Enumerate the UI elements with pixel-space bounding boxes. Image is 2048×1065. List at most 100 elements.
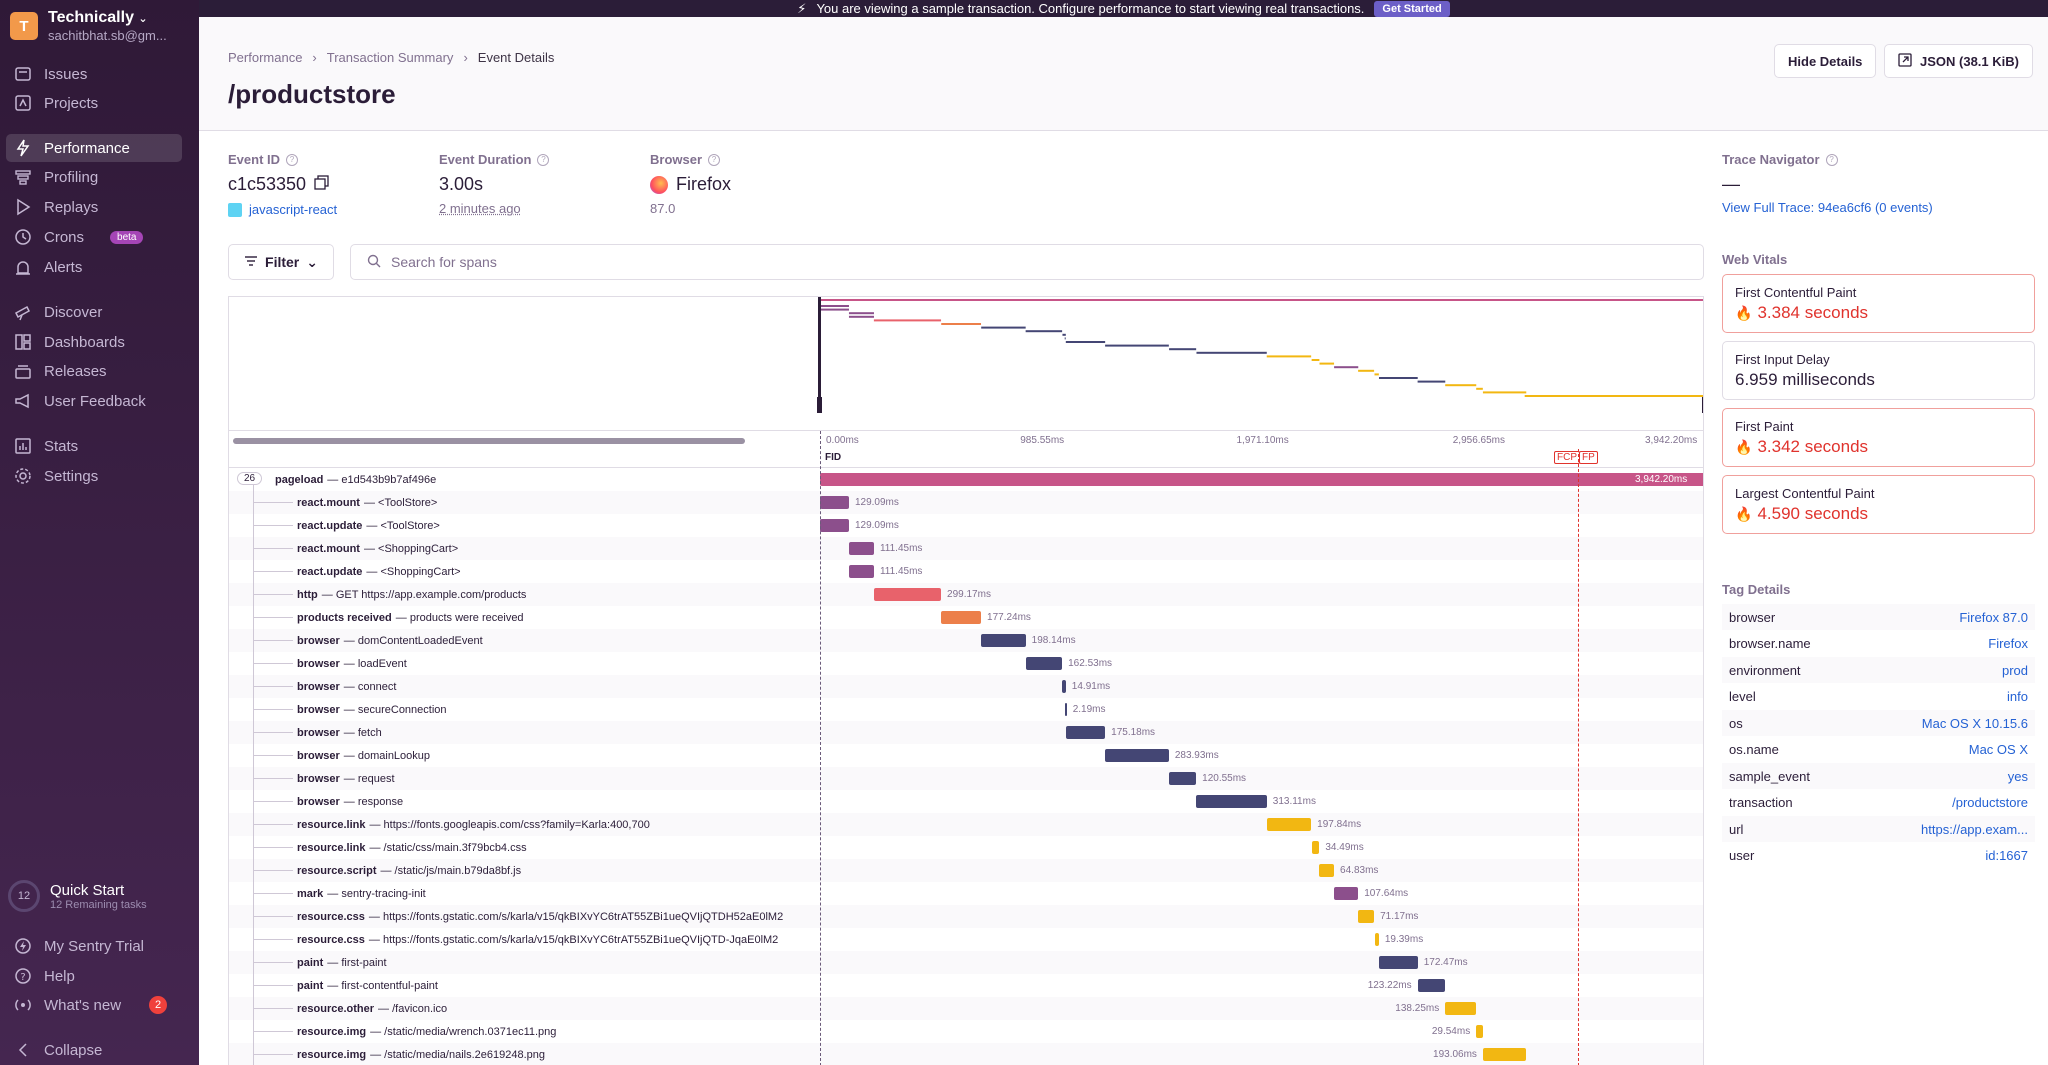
tag-value[interactable]: yes	[2007, 768, 2028, 784]
platform-link[interactable]: javascript-react	[228, 202, 337, 217]
span-bar[interactable]	[1378, 956, 1418, 969]
span-row[interactable]: resource.img — /static/media/wrench.0371e…	[229, 1020, 1703, 1043]
web-vital-card[interactable]: First Input Delay 6.959 milliseconds	[1722, 341, 2035, 400]
get-started-button[interactable]: Get Started	[1374, 0, 1450, 17]
help-icon[interactable]: ?	[286, 153, 299, 166]
sidebar-item-performance[interactable]: Performance	[6, 134, 182, 162]
span-row[interactable]: browser — domContentLoadedEvent 198.14ms	[229, 629, 1703, 652]
span-bar[interactable]	[1025, 657, 1063, 670]
span-row[interactable]: browser — secureConnection 2.19ms	[229, 698, 1703, 721]
help-icon[interactable]: ?	[708, 153, 721, 166]
span-bar[interactable]	[1169, 772, 1197, 785]
span-row[interactable]: resource.css — https://fonts.gstatic.com/…	[229, 928, 1703, 951]
span-row[interactable]: resource.img — /static/media/nails.2e6192…	[229, 1043, 1703, 1065]
sidebar-item-profiling[interactable]: Profiling	[6, 163, 182, 191]
span-bar[interactable]	[1374, 933, 1379, 946]
span-bar[interactable]	[848, 565, 874, 578]
tag-value[interactable]: Firefox	[1988, 636, 2028, 651]
help-icon[interactable]: ?	[537, 153, 550, 166]
span-bar[interactable]	[1334, 887, 1359, 900]
span-row[interactable]: resource.other — /favicon.ico 138.25ms	[229, 997, 1703, 1020]
span-bar[interactable]	[1476, 1025, 1483, 1038]
tag-value[interactable]: /productstore	[1952, 795, 2028, 810]
fp-marker[interactable]: FP	[1579, 451, 1598, 464]
view-full-trace-link[interactable]: View Full Trace: 94ea6cf6 (0 events)	[1722, 200, 1933, 215]
span-bar[interactable]	[820, 496, 849, 509]
breadcrumb-performance[interactable]: Performance	[228, 50, 303, 65]
tag-value[interactable]: Mac OS X	[1968, 742, 2028, 757]
span-bar[interactable]	[1062, 680, 1066, 693]
span-bar[interactable]	[820, 473, 1703, 486]
span-count-badge[interactable]: 26	[237, 472, 263, 485]
sidebar-item-releases[interactable]: Releases	[6, 357, 182, 385]
web-vital-card[interactable]: First Contentful Paint 🔥 3.384 seconds	[1722, 274, 2035, 333]
span-bar[interactable]	[1311, 841, 1320, 854]
span-bar[interactable]	[1065, 726, 1106, 739]
span-bar[interactable]	[1482, 1048, 1527, 1061]
help-icon[interactable]: ?	[1825, 153, 1838, 166]
sidebar-item-trial[interactable]: My Sentry Trial	[6, 932, 182, 960]
sidebar-item-alerts[interactable]: Alerts	[6, 253, 182, 281]
sidebar-item-settings[interactable]: Settings	[6, 462, 182, 490]
breadcrumb-transaction-summary[interactable]: Transaction Summary	[326, 50, 454, 65]
sidebar-item-projects[interactable]: Projects	[6, 89, 182, 117]
span-bar[interactable]	[820, 519, 849, 532]
trace-minimap[interactable]	[229, 297, 1703, 431]
filter-button[interactable]: Filter ⌄	[228, 244, 334, 280]
span-row[interactable]: react.mount — <ToolStore> 129.09ms	[229, 491, 1703, 514]
span-row[interactable]: mark — sentry-tracing-init 107.64ms	[229, 882, 1703, 905]
span-bar[interactable]	[1319, 864, 1335, 877]
span-row[interactable]: react.update — <ShoppingCart> 111.45ms	[229, 560, 1703, 583]
tag-value[interactable]: info	[2007, 689, 2028, 704]
fcp-marker[interactable]: FCP	[1554, 451, 1580, 464]
sidebar-item-discover[interactable]: Discover	[6, 298, 182, 326]
span-row[interactable]: 26 pageload — e1d543b9b7af496e 3,942.20ms	[229, 468, 1703, 491]
hide-details-button[interactable]: Hide Details	[1774, 44, 1877, 78]
tag-value[interactable]: Mac OS X 10.15.6	[1921, 715, 2028, 731]
span-row[interactable]: browser — domainLookup 283.93ms	[229, 744, 1703, 767]
span-bar[interactable]	[1417, 979, 1446, 992]
span-row[interactable]: http — GET https://app.example.com/produc…	[229, 583, 1703, 606]
quick-start[interactable]: 12 Quick Start 12 Remaining tasks	[8, 880, 147, 912]
span-bar[interactable]	[941, 611, 981, 624]
span-bar[interactable]	[873, 588, 942, 601]
sidebar-item-crons[interactable]: Crons beta	[6, 223, 182, 251]
sidebar-item-replays[interactable]: Replays	[6, 193, 182, 221]
span-bar[interactable]	[1196, 795, 1267, 808]
horizontal-scrollbar[interactable]	[233, 438, 745, 444]
span-row[interactable]: resource.script — /static/js/main.b79da8b…	[229, 859, 1703, 882]
span-bar[interactable]	[1445, 1002, 1477, 1015]
span-row[interactable]: browser — connect 14.91ms	[229, 675, 1703, 698]
span-row[interactable]: products received — products were receive…	[229, 606, 1703, 629]
tag-value[interactable]: id:1667	[1985, 848, 2028, 863]
span-row[interactable]: resource.css — https://fonts.gstatic.com/…	[229, 905, 1703, 928]
span-bar[interactable]	[1266, 818, 1312, 831]
span-search-input[interactable]: Search for spans	[350, 244, 1704, 280]
span-row[interactable]: browser — loadEvent 162.53ms	[229, 652, 1703, 675]
span-row[interactable]: react.update — <ToolStore> 129.09ms	[229, 514, 1703, 537]
span-row[interactable]: paint — first-paint 172.47ms	[229, 951, 1703, 974]
span-bar[interactable]	[1105, 749, 1169, 762]
sidebar-item-dashboards[interactable]: Dashboards	[6, 328, 182, 356]
span-row[interactable]: resource.link — /static/css/main.3f79bcb4…	[229, 836, 1703, 859]
sidebar-item-user-feedback[interactable]: User Feedback	[6, 387, 182, 415]
fid-marker[interactable]: FID	[825, 452, 842, 463]
web-vital-card[interactable]: First Paint 🔥 3.342 seconds	[1722, 408, 2035, 467]
span-row[interactable]: react.mount — <ShoppingCart> 111.45ms	[229, 537, 1703, 560]
sidebar-item-help[interactable]: ? Help	[6, 962, 182, 990]
sidebar-item-whats-new[interactable]: What's new 2	[6, 991, 182, 1019]
json-button[interactable]: JSON (38.1 KiB)	[1884, 44, 2033, 78]
sidebar-item-stats[interactable]: Stats	[6, 432, 182, 460]
span-row[interactable]: paint — first-contentful-paint 123.22ms	[229, 974, 1703, 997]
tag-value[interactable]: https://app.exam...	[1921, 821, 2028, 837]
span-row[interactable]: browser — request 120.55ms	[229, 767, 1703, 790]
tag-value[interactable]: prod	[2001, 662, 2028, 678]
span-bar[interactable]	[1064, 703, 1067, 716]
span-bar[interactable]	[848, 542, 874, 555]
sidebar-collapse[interactable]: Collapse	[6, 1036, 182, 1064]
span-row[interactable]: resource.link — https://fonts.googleapis.…	[229, 813, 1703, 836]
web-vital-card[interactable]: Largest Contentful Paint 🔥 4.590 seconds	[1722, 475, 2035, 534]
copy-icon[interactable]	[314, 174, 329, 195]
tag-value[interactable]: Firefox 87.0	[1959, 609, 2028, 625]
span-row[interactable]: browser — fetch 175.18ms	[229, 721, 1703, 744]
